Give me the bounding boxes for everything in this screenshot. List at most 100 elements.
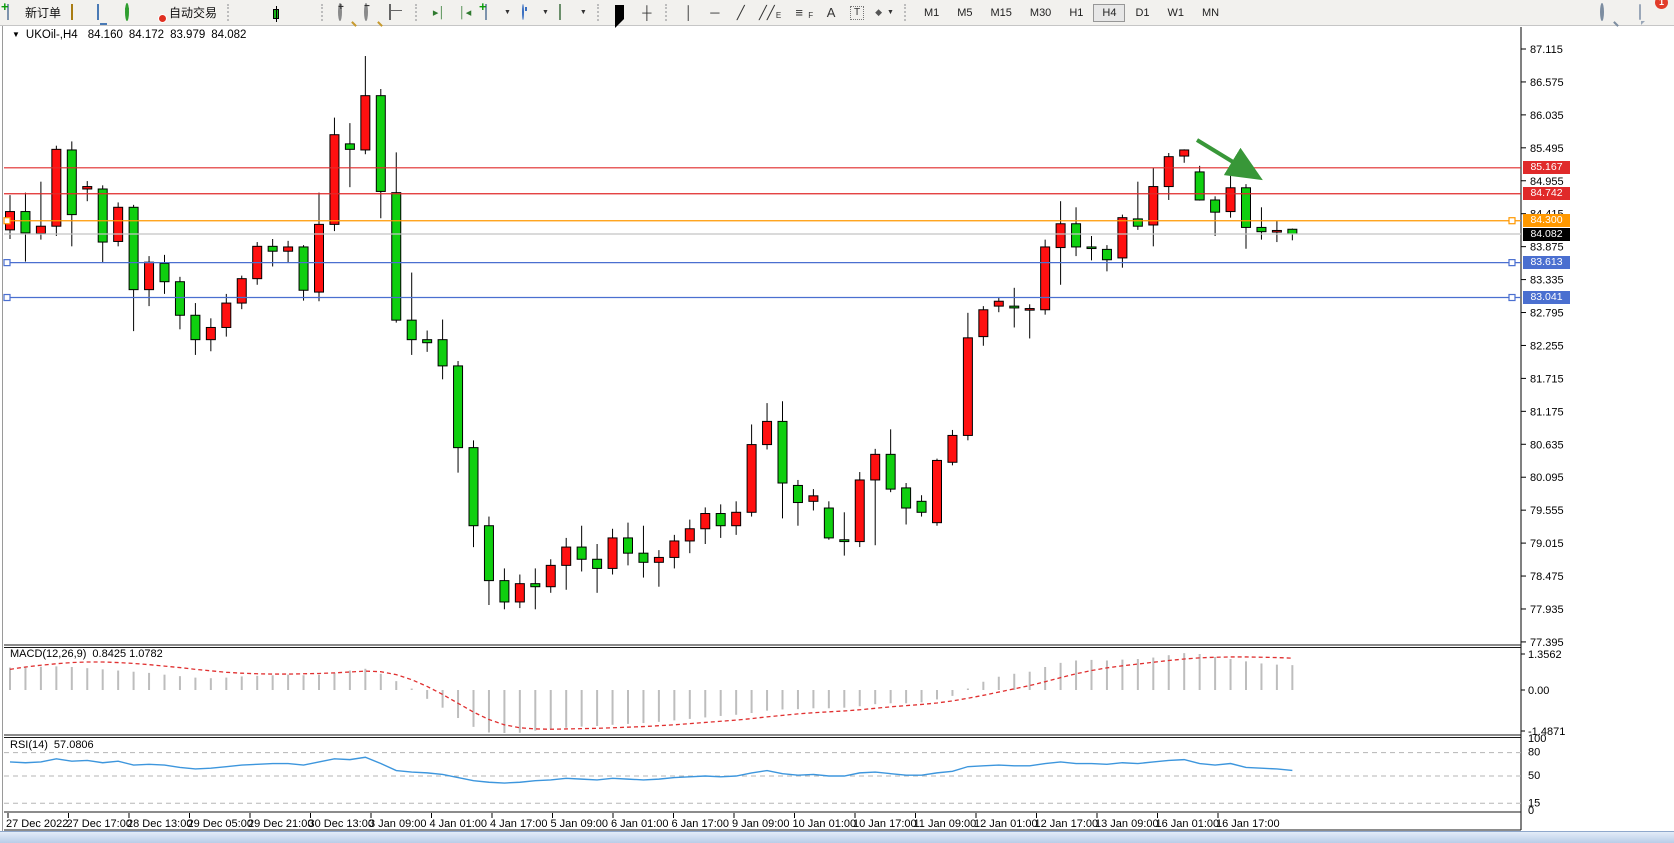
notifications-button[interactable]: 1 (1634, 0, 1668, 24)
candle-body (159, 262, 170, 283)
chevron-down-icon: ▼ (504, 9, 511, 16)
vertical-line-tool-button[interactable]: │ (676, 1, 702, 24)
macd-signal-line (9, 656, 1293, 730)
time-tick-label: 10 Jan 01:00 (793, 818, 857, 830)
candle-body (530, 583, 541, 588)
price-level-badge: 84.742 (1523, 187, 1570, 201)
bar-chart-button[interactable] (238, 1, 264, 24)
line-chart-button[interactable] (290, 1, 316, 24)
cursor-icon (614, 4, 624, 28)
candle-body (607, 537, 618, 569)
main-toolbar: 新订单 自动交易 ▸│ │◂ ▼ ▼ ▼ ┼ │ ─ ╱ ╱╱E (0, 0, 1674, 28)
autotrading-button[interactable]: 自动交易 (144, 1, 222, 24)
line-handle[interactable] (1508, 259, 1516, 267)
line-handle[interactable] (3, 259, 11, 267)
channel-icon: ╱╱ (759, 4, 775, 20)
candle-body (344, 143, 355, 150)
candle-body (1241, 187, 1251, 228)
toolbar-separator (227, 4, 233, 21)
auto-scroll-button[interactable]: │◂ (452, 1, 478, 24)
candle-body (283, 246, 294, 252)
shapes-tool-button[interactable]: ◆ ▼ (870, 1, 899, 24)
chevron-down-icon: ▼ (541, 9, 549, 16)
status-strip (0, 831, 1674, 843)
tab-mn[interactable]: MN (1202, 6, 1220, 19)
tab-m1[interactable]: M1 (923, 6, 940, 19)
candle-body (638, 552, 649, 563)
indicators-button[interactable]: ▼ (478, 1, 516, 24)
price-tick-label: 83.335 (1530, 275, 1564, 287)
tab-w1[interactable]: W1 (1167, 6, 1185, 19)
gold-icon (71, 3, 74, 20)
tab-h1[interactable]: H1 (1069, 6, 1084, 19)
template-icon (558, 3, 561, 20)
candle-body (1225, 187, 1236, 213)
horizontal-line-icon: ─ (710, 5, 720, 20)
candle-body (35, 225, 46, 235)
trend-arrow-annotation[interactable] (1195, 138, 1263, 181)
price-tick-label: 82.255 (1530, 340, 1564, 352)
tab-h4[interactable]: H4 (1093, 3, 1126, 22)
candle-body (947, 434, 958, 463)
text-tool-button[interactable]: A (818, 1, 844, 24)
zoom-out-button[interactable] (358, 1, 384, 24)
tab-m15[interactable]: M15 (990, 6, 1012, 19)
label-tool-button[interactable]: T (844, 1, 870, 24)
clock-icon (522, 3, 525, 20)
candle-body (314, 223, 324, 293)
candle-body (236, 278, 247, 304)
candlestick-chart-button[interactable] (264, 1, 290, 24)
search-button[interactable] (1594, 1, 1620, 24)
candle-body (499, 580, 510, 603)
trendline-tool-button[interactable]: ╱ (728, 1, 754, 24)
chat-icon (1639, 3, 1641, 20)
zoom-in-button[interactable] (332, 1, 358, 24)
candle-body (1194, 171, 1205, 201)
tab-m5[interactable]: M5 (957, 6, 973, 19)
fibonacci-tool-button[interactable]: ≡ F (786, 1, 818, 24)
channel-tool-button[interactable]: ╱╱ E (754, 1, 786, 24)
candle-body (1055, 223, 1066, 249)
price-tick-label: 79.015 (1530, 538, 1564, 550)
candle-body (885, 453, 896, 490)
candle-body (406, 319, 417, 341)
price-tick-label: 82.795 (1530, 308, 1564, 320)
chart-shift-button[interactable]: ▸│ (426, 1, 452, 24)
chevron-down-icon[interactable]: ▼ (12, 30, 20, 39)
line-handle[interactable] (1508, 293, 1516, 302)
new-order-button[interactable]: 新订单 (0, 1, 66, 24)
candle-body (20, 211, 31, 234)
search-icon (1600, 2, 1604, 21)
zoom-in-icon (338, 2, 343, 21)
signal-icon (125, 2, 130, 21)
chart-title-bar[interactable]: ▼ UKOil-,H4 84.160 84.172 83.979 84.082 (12, 29, 246, 41)
tile-windows-button[interactable] (384, 1, 410, 24)
candle-body (113, 206, 124, 242)
cursor-tool-button[interactable] (608, 1, 634, 28)
time-tick-label: 30 Dec 13:00 (309, 818, 374, 830)
tab-m30[interactable]: M30 (1029, 6, 1052, 19)
line-handle[interactable] (3, 293, 11, 302)
rsi-tick-label: 0 (1528, 805, 1534, 817)
crosshair-tool-button[interactable]: ┼ (634, 1, 660, 24)
window-left-border (2, 26, 3, 831)
horizontal-line-tool-button[interactable]: ─ (702, 1, 728, 24)
price-tick-label: 84.955 (1530, 176, 1564, 188)
candle-body (329, 134, 340, 225)
candle-body (669, 540, 680, 558)
templates-button[interactable]: ▼ (554, 1, 592, 24)
candle-body (468, 447, 479, 527)
line-handle[interactable] (3, 217, 11, 225)
tab-d1[interactable]: D1 (1135, 6, 1150, 19)
gold-symbols-button[interactable] (66, 1, 92, 24)
line-handle[interactable] (1508, 217, 1516, 225)
periods-button[interactable]: ▼ (516, 1, 554, 24)
monitor-icon (97, 3, 100, 20)
candle-body (1148, 186, 1159, 226)
candle-body (762, 420, 773, 446)
signals-button[interactable] (118, 1, 144, 24)
candle-body (823, 507, 834, 539)
time-tick-label: 29 Dec 21:00 (248, 818, 313, 830)
market-watch-button[interactable] (92, 1, 118, 24)
